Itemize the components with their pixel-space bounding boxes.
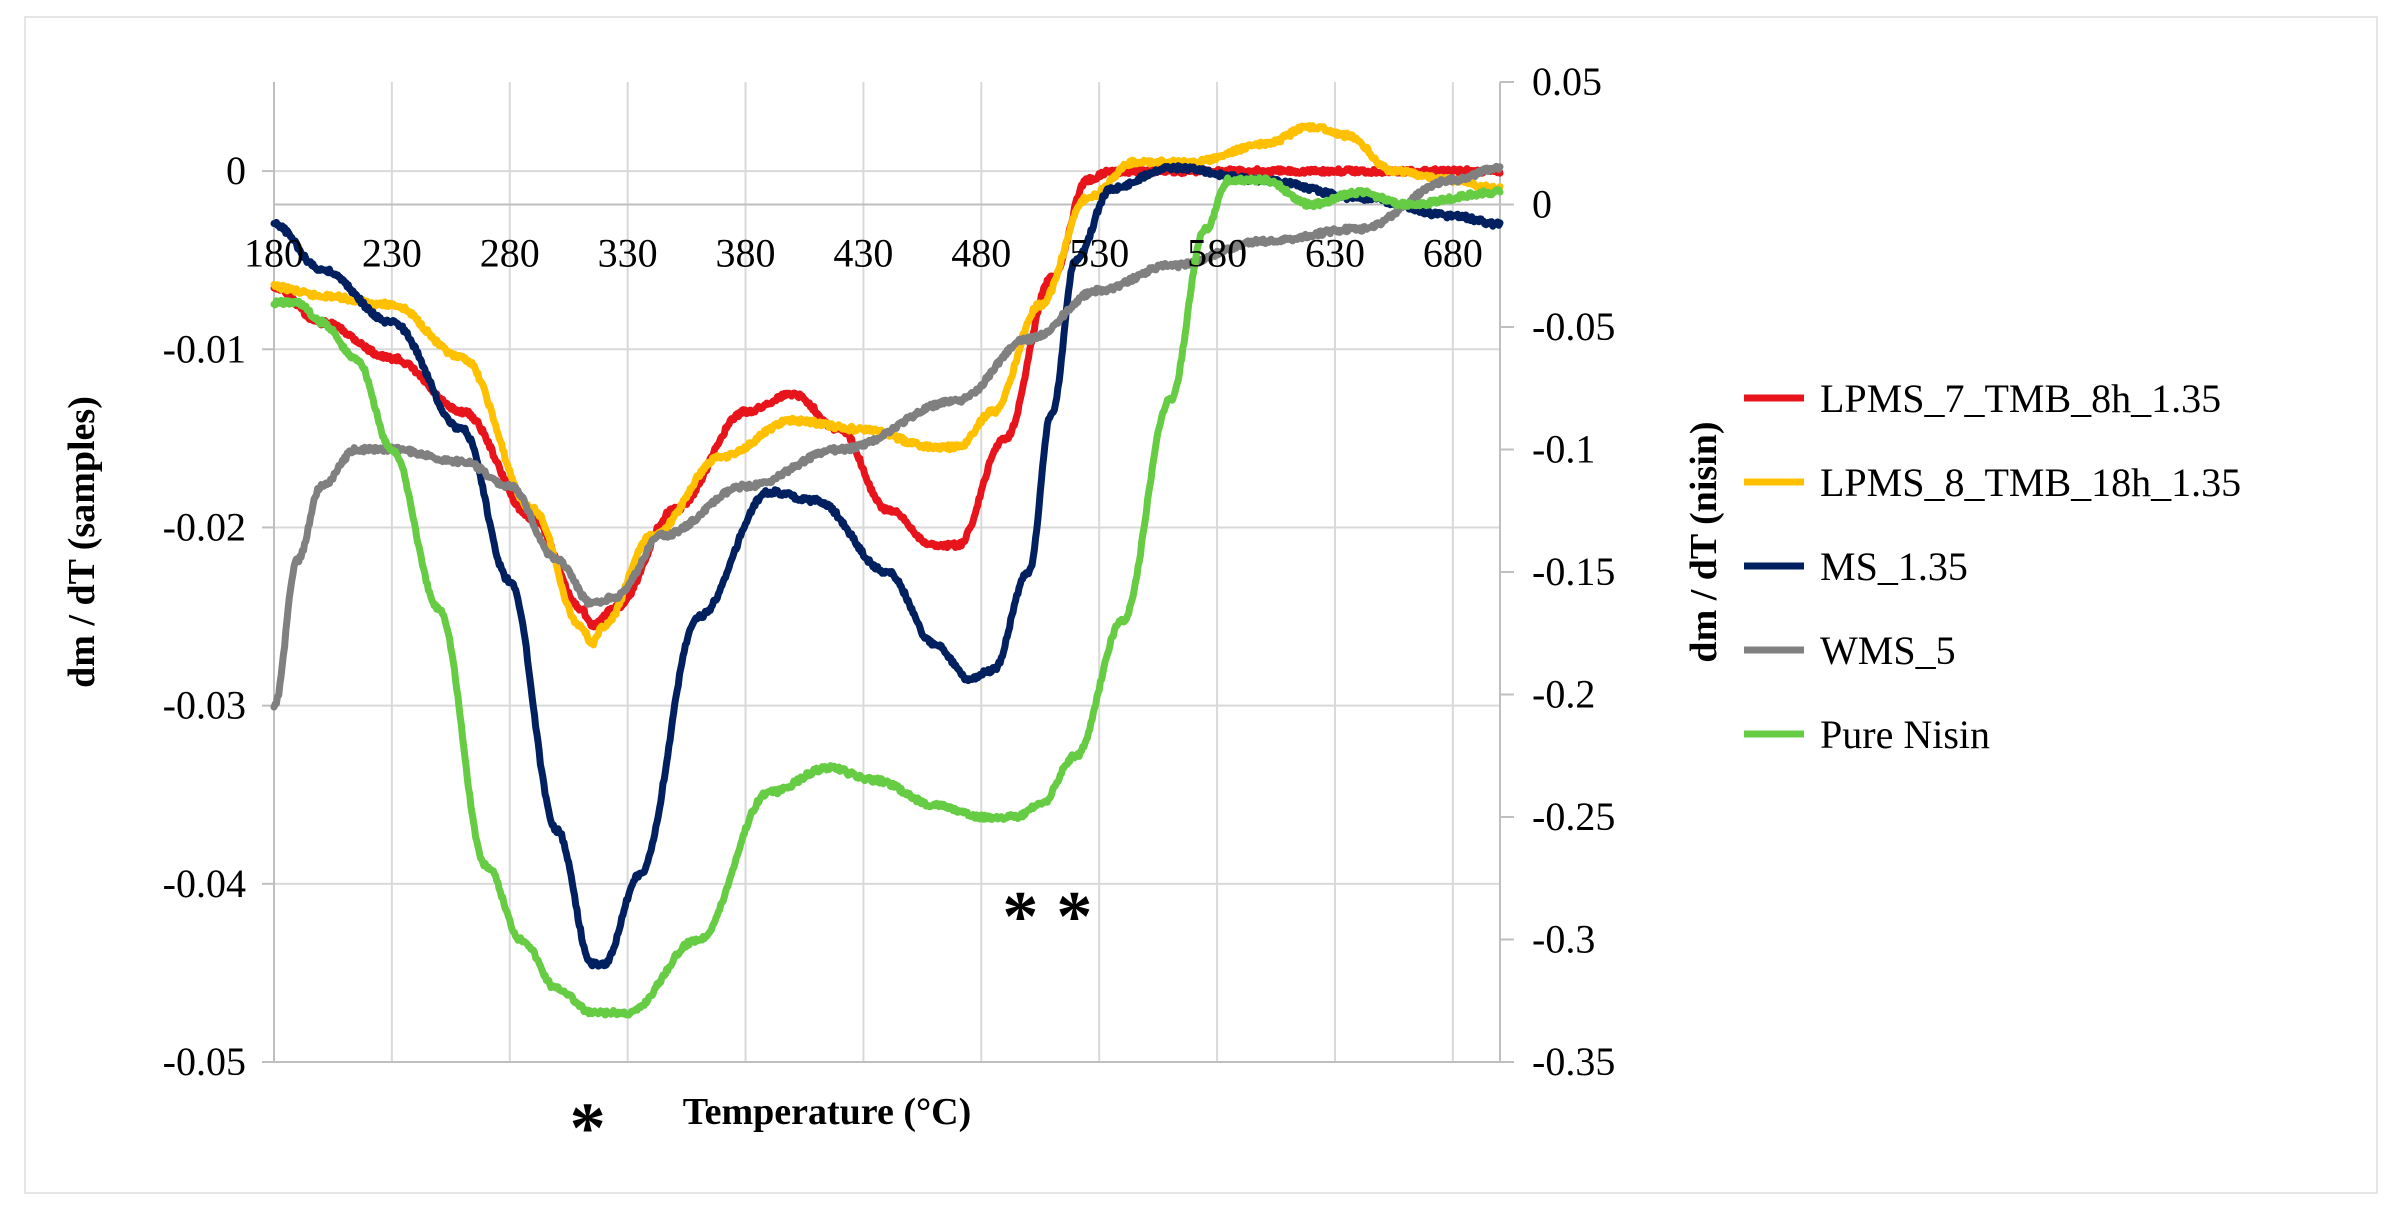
legend-label: MS_1.35 [1820, 544, 1968, 589]
left-y-tick-label: -0.05 [163, 1039, 246, 1084]
legend-label: WMS_5 [1820, 628, 1956, 673]
right-y-tick-label: -0.15 [1532, 549, 1615, 594]
right-y-tick-label: 0.05 [1532, 59, 1602, 104]
annotation-marker: * [570, 1088, 606, 1168]
tick-labels: 180 230 280 330 380 430 480 530 580 630 680 0 -0.01 -… [163, 59, 1616, 1084]
right-y-tick-label: -0.05 [1532, 304, 1615, 349]
x-axis-title: Temperature (°C) [683, 1091, 972, 1133]
x-tick-label: 580 [1187, 231, 1247, 276]
legend: LPMS_7_TMB_8h_1.35 LPMS_8_TMB_18h_1.35 MS_… [1744, 376, 2241, 757]
left-y-tick-label: 0 [226, 148, 246, 193]
legend-label: LPMS_8_TMB_18h_1.35 [1820, 460, 2241, 505]
x-tick-label: 630 [1305, 231, 1365, 276]
right-y-tick-label: -0.25 [1532, 794, 1615, 839]
series-line-Pure Nisin [270, 174, 1504, 1019]
left-y-tick-label: -0.03 [163, 683, 246, 728]
x-tick-label: 480 [951, 231, 1011, 276]
right-y-tick-label: -0.2 [1532, 672, 1595, 717]
right-y-tick-label: -0.35 [1532, 1039, 1615, 1084]
chart-frame: 180 230 280 330 380 430 480 530 580 630 680 0 -0.01 -… [24, 16, 2378, 1194]
x-tick-label: 280 [480, 231, 540, 276]
right-y-axis-title: dm / dT (nisin) [1683, 421, 1725, 662]
left-y-tick-label: -0.02 [163, 504, 246, 549]
x-tick-label: 330 [598, 231, 658, 276]
legend-label: LPMS_7_TMB_8h_1.35 [1820, 376, 2221, 421]
right-y-tick-label: 0 [1532, 182, 1552, 227]
left-y-tick-label: -0.01 [163, 326, 246, 371]
series-line-MS_1.35 [270, 162, 1504, 970]
x-tick-label: 530 [1069, 231, 1129, 276]
axis-titles: Temperature (°C) dm / dT (samples) dm / … [61, 396, 1725, 1133]
left-y-tick-label: -0.04 [163, 861, 246, 906]
x-tick-label: 230 [362, 231, 422, 276]
annotation-marker: * * [1002, 877, 1092, 957]
x-tick-label: 380 [716, 231, 776, 276]
series-line-WMS_5 [270, 162, 1504, 711]
x-tick-label: 180 [244, 231, 304, 276]
series-line-LPMS_7_TMB_8h_1.35 [270, 165, 1504, 631]
legend-label: Pure Nisin [1820, 712, 1990, 757]
axes [262, 81, 1514, 1063]
x-tick-label: 430 [833, 231, 893, 276]
annotations: * * * [570, 877, 1093, 1168]
right-y-tick-label: -0.3 [1532, 917, 1595, 962]
chart: 180 230 280 330 380 430 480 530 580 630 680 0 -0.01 -… [61, 59, 2241, 1168]
x-tick-label: 680 [1423, 231, 1483, 276]
series-lines [270, 122, 1504, 1019]
left-y-axis-title: dm / dT (samples) [61, 396, 103, 688]
right-y-tick-label: -0.1 [1532, 427, 1595, 472]
